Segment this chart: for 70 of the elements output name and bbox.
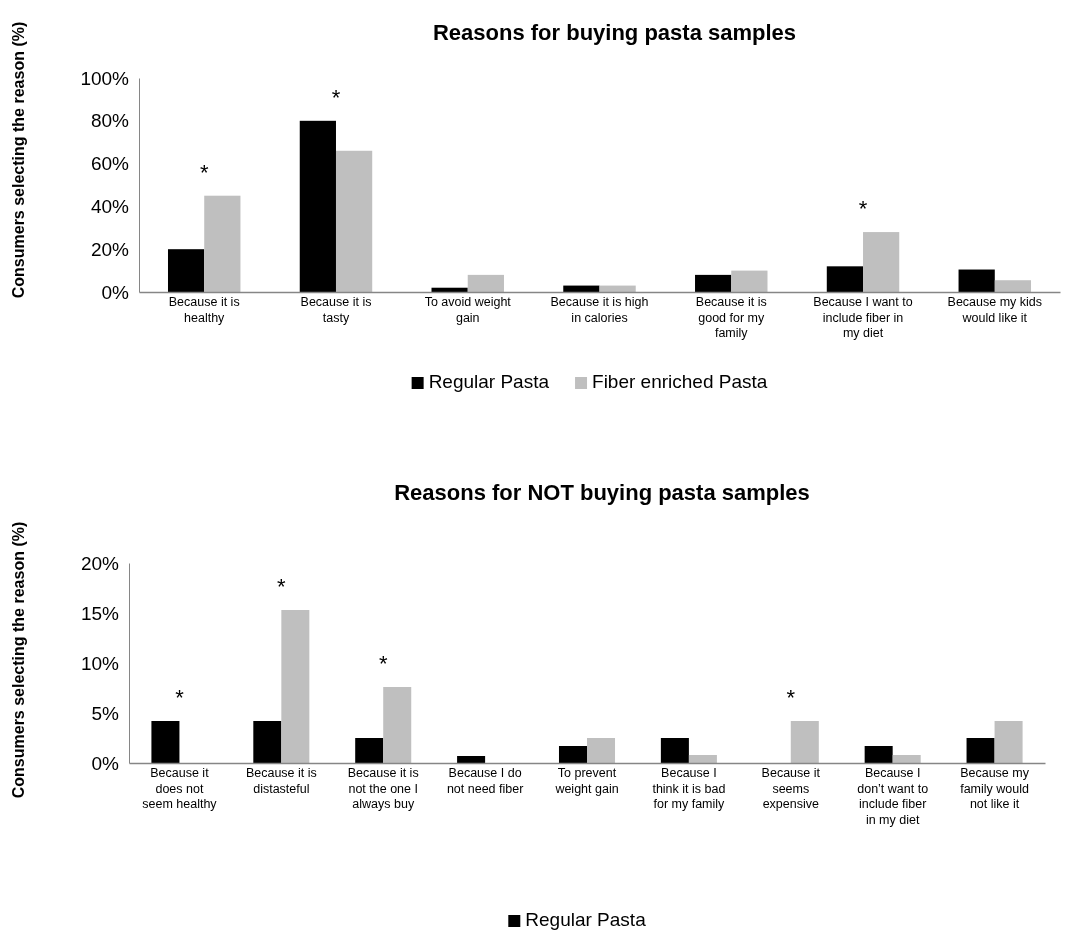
y-tick-label: 20%	[80, 552, 120, 574]
x-tick-label: Because it is not the one I always buy	[347, 766, 419, 812]
y-tick-label: 0%	[91, 752, 120, 774]
bar	[355, 738, 384, 763]
data-label: *	[277, 574, 287, 599]
y-tick-label: 15%	[80, 602, 120, 624]
data-label: *	[175, 685, 185, 710]
y-axis-title: Consumers selecting the reason (%)	[10, 521, 27, 799]
bar	[431, 287, 468, 292]
legend-label: Fiber enriched Pasta	[592, 371, 768, 392]
y-tick-label: 0%	[101, 281, 130, 303]
x-tick-label: Because it is high in calories	[550, 295, 649, 325]
y-tick-label: 60%	[90, 153, 130, 175]
bar	[457, 756, 486, 763]
x-tick-label: Because it is healthy	[168, 295, 240, 325]
data-label: *	[786, 685, 796, 710]
bar	[151, 721, 180, 763]
y-tick-label: 40%	[90, 195, 130, 217]
chart-title: Reasons for buying pasta samples	[432, 20, 797, 45]
x-tick-label: To avoid weight gain	[424, 295, 512, 325]
legend-label: Regular Pasta	[525, 909, 647, 930]
y-tick-label: 100%	[80, 67, 130, 89]
bar	[335, 150, 373, 292]
x-tick-label: Because I do not need fiber	[446, 766, 524, 796]
x-tick-label: Because it is distasteful	[245, 766, 317, 796]
bar	[587, 738, 616, 763]
x-tick-label: Because it does not seem healthy	[142, 766, 218, 812]
bar	[558, 746, 587, 763]
y-tick-label: 5%	[91, 702, 120, 724]
bar	[966, 738, 995, 763]
bar	[958, 269, 995, 292]
bar	[599, 285, 636, 292]
bar	[892, 755, 921, 763]
x-tick-label: Because it seems expensive	[761, 766, 821, 812]
bar	[695, 274, 732, 292]
x-tick-label: Because it is good for my family	[695, 295, 767, 341]
x-tick-label: To prevent weight gain	[554, 766, 619, 796]
x-tick-label: Because my family would not like it	[960, 766, 1030, 812]
y-tick-label: 80%	[90, 110, 130, 132]
data-label: *	[858, 196, 868, 222]
bar	[790, 721, 819, 763]
x-tick-label: Because I don’t want to include fiber in my diet	[857, 766, 929, 827]
y-tick-label: 20%	[90, 238, 130, 260]
chart-title: Reasons for NOT buying pasta samples	[394, 480, 810, 505]
bar	[688, 755, 717, 763]
data-label: *	[331, 84, 341, 110]
bar	[383, 687, 412, 763]
bar	[863, 232, 900, 292]
y-axis-title: Consumers selecting the reason (%)	[10, 21, 27, 299]
bar	[281, 610, 310, 763]
legend-label: Regular Pasta	[428, 371, 550, 392]
bar	[563, 285, 600, 292]
bar	[204, 195, 241, 292]
bar	[660, 738, 689, 763]
data-label: *	[199, 159, 209, 185]
x-tick-label: Because my kids would like it	[947, 295, 1043, 325]
bar	[167, 249, 205, 292]
bar	[994, 280, 1032, 292]
data-label: *	[378, 651, 388, 676]
y-tick-label: 10%	[80, 652, 120, 674]
x-tick-label: Because I think it is bad for my family	[652, 766, 726, 812]
bar	[826, 266, 864, 292]
x-tick-label: Because it is tasty	[300, 295, 372, 325]
bar	[864, 746, 893, 763]
bar	[299, 120, 336, 292]
x-tick-label: Because I want to include fiber in my diet	[813, 295, 913, 341]
bar	[994, 721, 1023, 763]
bar	[731, 270, 768, 292]
bar	[467, 274, 504, 292]
bar	[253, 721, 282, 763]
